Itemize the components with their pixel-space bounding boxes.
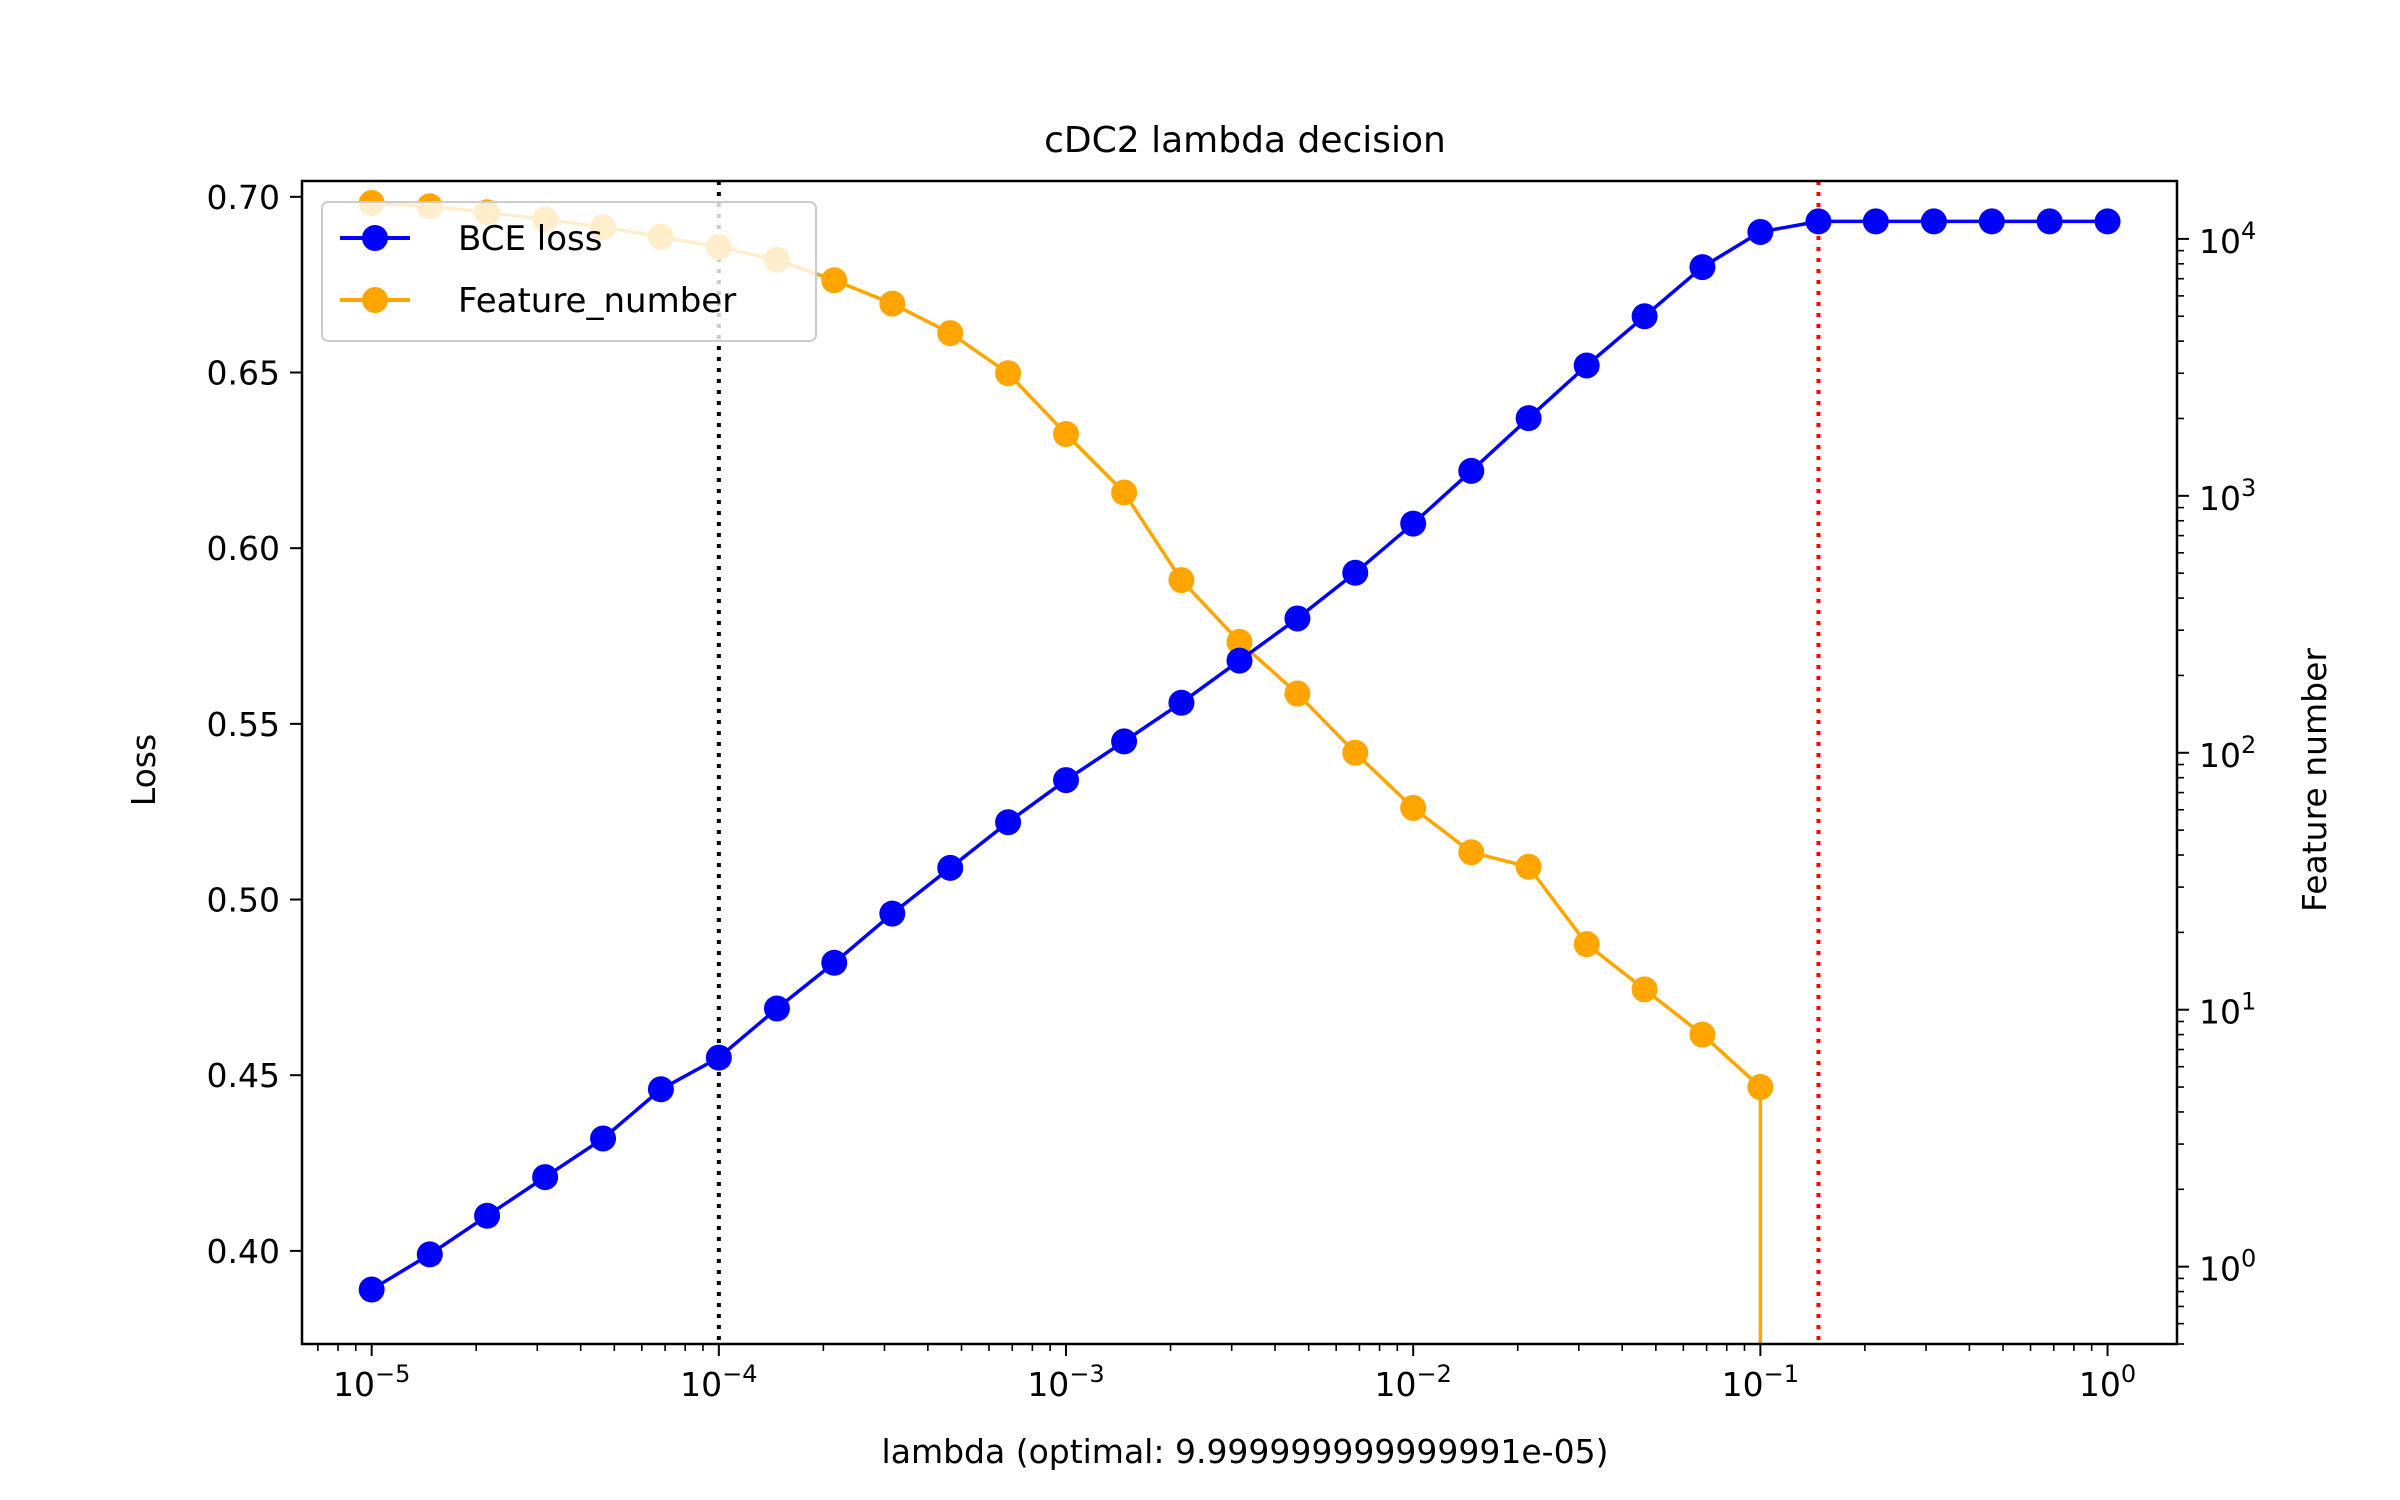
legend-label-bce: BCE loss — [458, 219, 602, 259]
bce-loss-point — [763, 995, 790, 1022]
y-axis: 0.40 0.45 0.50 0.55 0.60 0.65 0.70 — [207, 178, 302, 1271]
x-tick-label: 10−4 — [680, 1360, 757, 1404]
bce-loss-point — [1053, 767, 1080, 794]
bce-loss-point — [1689, 254, 1716, 281]
feature-number-point — [1689, 1021, 1716, 1048]
bce-loss-point — [1573, 352, 1600, 379]
bce-loss-point — [1342, 559, 1369, 586]
reference-lines — [716, 181, 1821, 1344]
bce-loss-point — [590, 1125, 617, 1152]
feature-number-point — [1515, 853, 1542, 880]
feature-number-point — [1342, 739, 1369, 766]
feature-number-point — [1111, 479, 1138, 506]
y2-tick-label: 103 — [2199, 474, 2256, 518]
legend-marker-bce — [362, 225, 388, 251]
plot-frame — [300, 179, 2179, 1346]
x-axis: 10−5 10−4 10−3 10−2 10−1 100 — [317, 1344, 2136, 1404]
x-tick-label: 10−2 — [1375, 1360, 1452, 1404]
feature-number-point — [821, 267, 848, 294]
y-tick-label: 0.65 — [207, 353, 280, 392]
y-tick-label: 0.55 — [207, 705, 280, 744]
feature-number-point — [1631, 976, 1658, 1003]
feature-number-point — [1284, 680, 1311, 707]
bce-loss-point — [1400, 510, 1427, 537]
y2-axis-label: Feature number — [2295, 648, 2334, 912]
bce-loss-point — [1978, 208, 2005, 235]
x-tick-label: 100 — [2079, 1360, 2136, 1404]
y2-tick-label: 104 — [2199, 217, 2256, 261]
y-tick-label: 0.50 — [207, 881, 280, 920]
y2-tick-label: 100 — [2199, 1245, 2256, 1289]
feature-number-point — [937, 320, 964, 347]
bce-loss-point — [1168, 689, 1195, 716]
bce-loss-point — [1226, 647, 1253, 674]
bce-loss-point — [474, 1202, 501, 1229]
y-tick-label: 0.60 — [207, 529, 280, 568]
bce-loss-point — [532, 1164, 559, 1191]
feature-number-point — [1226, 628, 1253, 655]
bce-loss-point — [2094, 208, 2121, 235]
y2-tick-label: 101 — [2199, 988, 2256, 1032]
bce-loss-point — [1111, 728, 1138, 755]
feature-number-point — [1573, 931, 1600, 958]
legend-box — [321, 201, 817, 342]
feature-number-point — [995, 360, 1022, 387]
feature-number-point — [1458, 839, 1485, 866]
bce-loss-point — [705, 1044, 732, 1071]
y-tick-label: 0.70 — [207, 178, 280, 217]
feature-number-point — [1168, 567, 1195, 594]
x-axis-label: lambda (optimal: 9.999999999999991e-05) — [882, 1432, 1609, 1471]
bce-loss-point — [1862, 208, 1889, 235]
feature-number-point — [1400, 794, 1427, 821]
legend: BCE loss Feature_number — [321, 201, 817, 342]
bce-loss-point — [1284, 605, 1311, 632]
x-tick-label: 10−3 — [1027, 1360, 1104, 1404]
feature-number-point — [1747, 1074, 1774, 1101]
bce-loss-point — [416, 1241, 443, 1268]
bce-loss-point — [1515, 405, 1542, 432]
feature-number-point — [879, 290, 906, 317]
x-tick-label: 10−1 — [1722, 1360, 1799, 1404]
bce-loss-point — [1747, 218, 1774, 245]
bce-loss-point — [358, 1276, 385, 1303]
bce-loss-point — [995, 809, 1022, 836]
y-tick-label: 0.40 — [207, 1232, 280, 1271]
bce-loss-point — [1631, 303, 1658, 330]
x-tick-label: 10−5 — [333, 1360, 410, 1404]
chart-title: cDC2 lambda decision — [1044, 120, 1446, 161]
y2-tick-label: 102 — [2199, 731, 2256, 775]
bce-loss-point — [1920, 208, 1947, 235]
bce-loss-point — [2036, 208, 2063, 235]
bce-loss-point — [1458, 457, 1485, 484]
bce-loss-point — [879, 900, 906, 927]
y2-axis: 100 101 102 103 104 — [2177, 217, 2256, 1345]
y-axis-label: Loss — [124, 734, 163, 806]
bce-loss-point — [937, 854, 964, 881]
legend-marker-feature — [362, 287, 388, 313]
y-tick-label: 0.45 — [207, 1056, 280, 1095]
bce-loss-point — [647, 1076, 674, 1103]
bce-loss-point — [821, 949, 848, 976]
bce-loss-point — [1805, 208, 1832, 235]
feature-number-point — [1053, 421, 1080, 448]
legend-label-feature: Feature_number — [458, 281, 736, 321]
